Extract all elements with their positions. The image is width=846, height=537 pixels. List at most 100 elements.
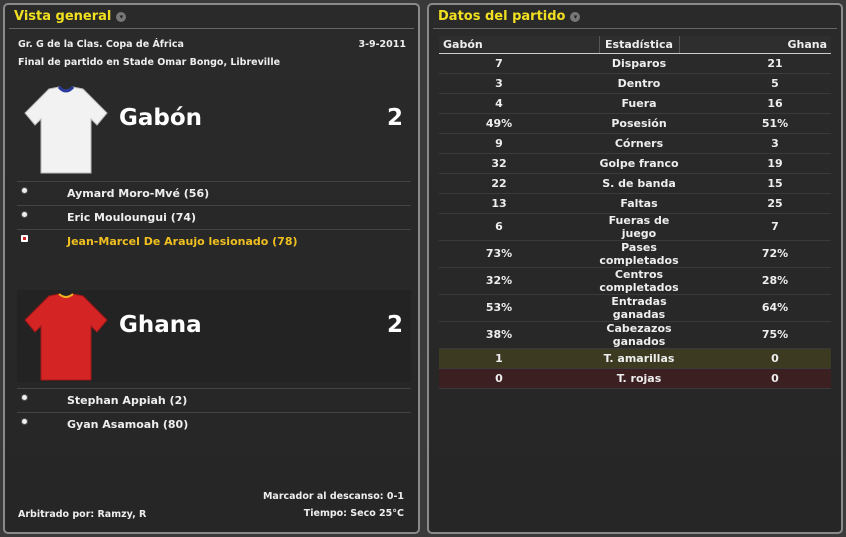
stat-name: Fuera	[599, 93, 679, 114]
match-event: Jean-Marcel De Araujo lesionado (78)	[17, 229, 411, 253]
stat-name: T. amarillas	[599, 348, 679, 369]
away-value: 51%	[679, 113, 831, 134]
away-shirt-icon	[24, 293, 108, 381]
stat-name: T. rojas	[599, 368, 679, 389]
home-team-name[interactable]: Gabón	[119, 105, 203, 131]
home-value: 22	[439, 173, 599, 194]
ball-icon	[21, 418, 28, 425]
away-team-name[interactable]: Ghana	[119, 312, 202, 338]
overview-title: Vista general	[14, 9, 112, 24]
away-value: 72%	[679, 240, 831, 268]
ball-icon	[21, 187, 28, 194]
home-value: 4	[439, 93, 599, 114]
stat-row: 7 Disparos 21	[439, 53, 831, 74]
stats-title: Datos del partido	[438, 9, 566, 24]
referee: Arbitrado por: Ramzy, R	[18, 509, 147, 520]
stat-name: Cabezazos ganados	[599, 321, 679, 349]
away-value: 15	[679, 173, 831, 194]
event-text[interactable]: Gyan Asamoah (80)	[67, 418, 189, 431]
column-header-stat[interactable]: Estadística	[598, 36, 680, 54]
away-value: 0	[679, 368, 831, 389]
home-value: 0	[439, 368, 599, 389]
stat-row: 3 Dentro 5	[439, 73, 831, 94]
home-value: 7	[439, 53, 599, 74]
away-value: 28%	[679, 267, 831, 295]
stat-name: Dentro	[599, 73, 679, 94]
competition: Gr. G de la Clas. Copa de África	[18, 39, 184, 50]
match-event: Gyan Asamoah (80)	[17, 412, 411, 436]
stat-name: Fueras de juego	[599, 213, 679, 241]
home-value: 3	[439, 73, 599, 94]
home-shirt-icon	[24, 85, 108, 174]
home-value: 73%	[439, 240, 599, 268]
stat-name: Entradas ganadas	[599, 294, 679, 322]
home-value: 6	[439, 213, 599, 241]
stat-row: 6 Fueras de juego 7	[439, 213, 831, 241]
stat-row: 32 Golpe franco 19	[439, 153, 831, 174]
away-value: 75%	[679, 321, 831, 349]
stat-name: Faltas	[599, 193, 679, 214]
stat-row: 22 S. de banda 15	[439, 173, 831, 194]
away-team: Ghana 2	[17, 290, 411, 382]
event-text[interactable]: Stephan Appiah (2)	[67, 394, 188, 407]
ball-icon	[21, 394, 28, 401]
away-value: 3	[679, 133, 831, 154]
stat-row: 38% Cabezazos ganados 75%	[439, 321, 831, 349]
column-header-away[interactable]: Ghana	[679, 36, 831, 54]
away-value: 64%	[679, 294, 831, 322]
home-value: 32	[439, 153, 599, 174]
stat-name: S. de banda	[599, 173, 679, 194]
event-text[interactable]: Aymard Moro-Mvé (56)	[67, 187, 210, 200]
stat-name: Centros completados	[599, 267, 679, 295]
away-value: 16	[679, 93, 831, 114]
match-event: Stephan Appiah (2)	[17, 388, 411, 412]
injury-icon	[21, 235, 28, 242]
match-date: 3-9-2011	[358, 39, 406, 50]
weather: Tiempo: Seco 25°C	[303, 508, 404, 519]
home-value: 1	[439, 348, 599, 369]
stat-name: Córners	[599, 133, 679, 154]
away-value: 7	[679, 213, 831, 241]
stat-row: 53% Entradas ganadas 64%	[439, 294, 831, 322]
home-score: 2	[386, 105, 403, 131]
stat-name: Pases completados	[599, 240, 679, 268]
home-value: 38%	[439, 321, 599, 349]
home-value: 9	[439, 133, 599, 154]
stats-table: Gabón Estadística Ghana 7 Disparos 21 3 Dent…	[439, 36, 831, 389]
info-icon[interactable]: ▾	[116, 11, 127, 22]
home-value: 49%	[439, 113, 599, 134]
stat-row: 32% Centros completados 28%	[439, 267, 831, 295]
stat-row: 13 Faltas 25	[439, 193, 831, 214]
event-text[interactable]: Jean-Marcel De Araujo lesionado (78)	[67, 235, 298, 248]
stat-row: 1 T. amarillas 0	[439, 348, 831, 369]
column-header-home[interactable]: Gabón	[439, 36, 599, 54]
venue: Final de partido en Stade Omar Bongo, Li…	[18, 57, 281, 68]
away-value: 5	[679, 73, 831, 94]
home-value: 32%	[439, 267, 599, 295]
away-value: 0	[679, 348, 831, 369]
info-icon[interactable]: ▾	[570, 11, 581, 22]
away-score: 2	[386, 312, 403, 338]
stat-row: 4 Fuera 16	[439, 93, 831, 114]
halftime-score: Marcador al descanso: 0-1	[262, 491, 404, 502]
match-event: Eric Mouloungui (74)	[17, 205, 411, 229]
stat-row: 73% Pases completados 72%	[439, 240, 831, 268]
stat-name: Golpe franco	[599, 153, 679, 174]
home-team: Gabón 2	[17, 83, 411, 175]
home-value: 53%	[439, 294, 599, 322]
stat-name: Posesión	[599, 113, 679, 134]
stat-row: 0 T. rojas 0	[439, 368, 831, 389]
event-text[interactable]: Eric Mouloungui (74)	[67, 211, 197, 224]
match-event: Aymard Moro-Mvé (56)	[17, 181, 411, 205]
stats-header: Datos del partido ▾	[433, 5, 837, 29]
overview-panel: Vista general ▾ Gr. G de la Clas. Copa de…	[3, 3, 420, 534]
away-value: 21	[679, 53, 831, 74]
home-value: 13	[439, 193, 599, 214]
stats-panel: Datos del partido ▾ Gabón Estadística Gha…	[427, 3, 843, 534]
ball-icon	[21, 211, 28, 218]
away-value: 25	[679, 193, 831, 214]
stat-name: Disparos	[599, 53, 679, 74]
overview-header: Vista general ▾	[9, 5, 414, 29]
stat-row: 9 Córners 3	[439, 133, 831, 154]
away-value: 19	[679, 153, 831, 174]
